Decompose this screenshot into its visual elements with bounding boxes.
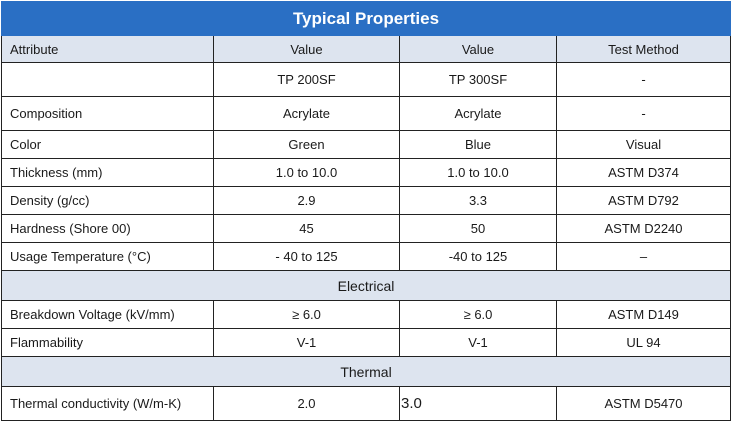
table-title: Typical Properties	[0, 1, 732, 36]
value-b-cell: 3.3	[399, 186, 557, 215]
method-cell: ASTM D149	[555, 300, 732, 329]
table-row: Thickness (mm) 1.0 to 10.0 1.0 to 10.0 A…	[1, 158, 732, 187]
attribute-cell: Hardness (Shore 00)	[1, 214, 214, 243]
table-row: Hardness (Shore 00) 45 50 ASTM D2240	[1, 214, 732, 243]
value-b-cell: Blue	[399, 130, 557, 159]
table-row: Composition Acrylate Acrylate -	[1, 96, 732, 131]
attribute-cell: Composition	[1, 96, 214, 131]
header-row: Attribute Value Value Test Method	[1, 35, 732, 63]
header-test-method: Test Method	[555, 35, 732, 63]
header-attribute: Attribute	[1, 35, 214, 63]
value-b-cell: V-1	[399, 328, 557, 357]
attribute-cell: Thermal conductivity (W/m-K)	[1, 386, 214, 421]
attribute-cell: Flammability	[1, 328, 214, 357]
value-b-cell: 1.0 to 10.0	[399, 158, 557, 187]
value-a-cell: 1.0 to 10.0	[213, 158, 400, 187]
attribute-cell: Color	[1, 130, 214, 159]
method-cell: –	[555, 242, 732, 271]
table-row: Thermal conductivity (W/m-K) 2.0 3.0 AST…	[1, 386, 732, 421]
header-value-2: Value	[399, 35, 557, 63]
value-a-cell: ≥ 6.0	[213, 300, 400, 329]
value-b-cell: ≥ 6.0	[399, 300, 557, 329]
section-title-electrical: Electrical	[0, 270, 732, 301]
product-b: TP 300SF	[399, 62, 557, 97]
value-b-cell: Acrylate	[399, 96, 557, 131]
section-row-electrical: Electrical	[0, 270, 732, 301]
table-row: Breakdown Voltage (kV/mm) ≥ 6.0 ≥ 6.0 AS…	[1, 300, 732, 329]
method-cell: -	[555, 96, 732, 131]
attribute-cell: Thickness (mm)	[1, 158, 214, 187]
value-b-cell: -40 to 125	[399, 242, 557, 271]
method-cell: ASTM D792	[555, 186, 732, 215]
value-a-cell: 2.0	[213, 386, 400, 421]
value-b-cell: 3.0	[399, 386, 557, 421]
value-a-cell: V-1	[213, 328, 400, 357]
attribute-cell: Breakdown Voltage (kV/mm)	[1, 300, 214, 329]
value-a-cell: Green	[213, 130, 400, 159]
product-a: TP 200SF	[213, 62, 400, 97]
table-row: Flammability V-1 V-1 UL 94	[1, 328, 732, 357]
value-a-cell: 2.9	[213, 186, 400, 215]
value-a-cell: - 40 to 125	[213, 242, 400, 271]
method-cell: UL 94	[555, 328, 732, 357]
attribute-cell: Usage Temperature (°C)	[1, 242, 214, 271]
method-cell: ASTM D2240	[555, 214, 732, 243]
product-row: TP 200SF TP 300SF -	[1, 62, 732, 97]
value-a-cell: 45	[213, 214, 400, 243]
value-a-cell: Acrylate	[213, 96, 400, 131]
product-method: -	[555, 62, 732, 97]
method-cell: ASTM D374	[555, 158, 732, 187]
value-b-cell: 50	[399, 214, 557, 243]
table-row: Usage Temperature (°C) - 40 to 125 -40 t…	[1, 242, 732, 271]
section-row-thermal: Thermal	[0, 356, 732, 387]
attribute-cell: Density (g/cc)	[1, 186, 214, 215]
product-label	[1, 62, 214, 97]
method-cell: Visual	[555, 130, 732, 159]
table-row: Color Green Blue Visual	[1, 130, 732, 159]
method-cell: ASTM D5470	[555, 386, 732, 421]
table-row: Density (g/cc) 2.9 3.3 ASTM D792	[1, 186, 732, 215]
section-title-thermal: Thermal	[0, 356, 732, 387]
header-value-1: Value	[213, 35, 400, 63]
